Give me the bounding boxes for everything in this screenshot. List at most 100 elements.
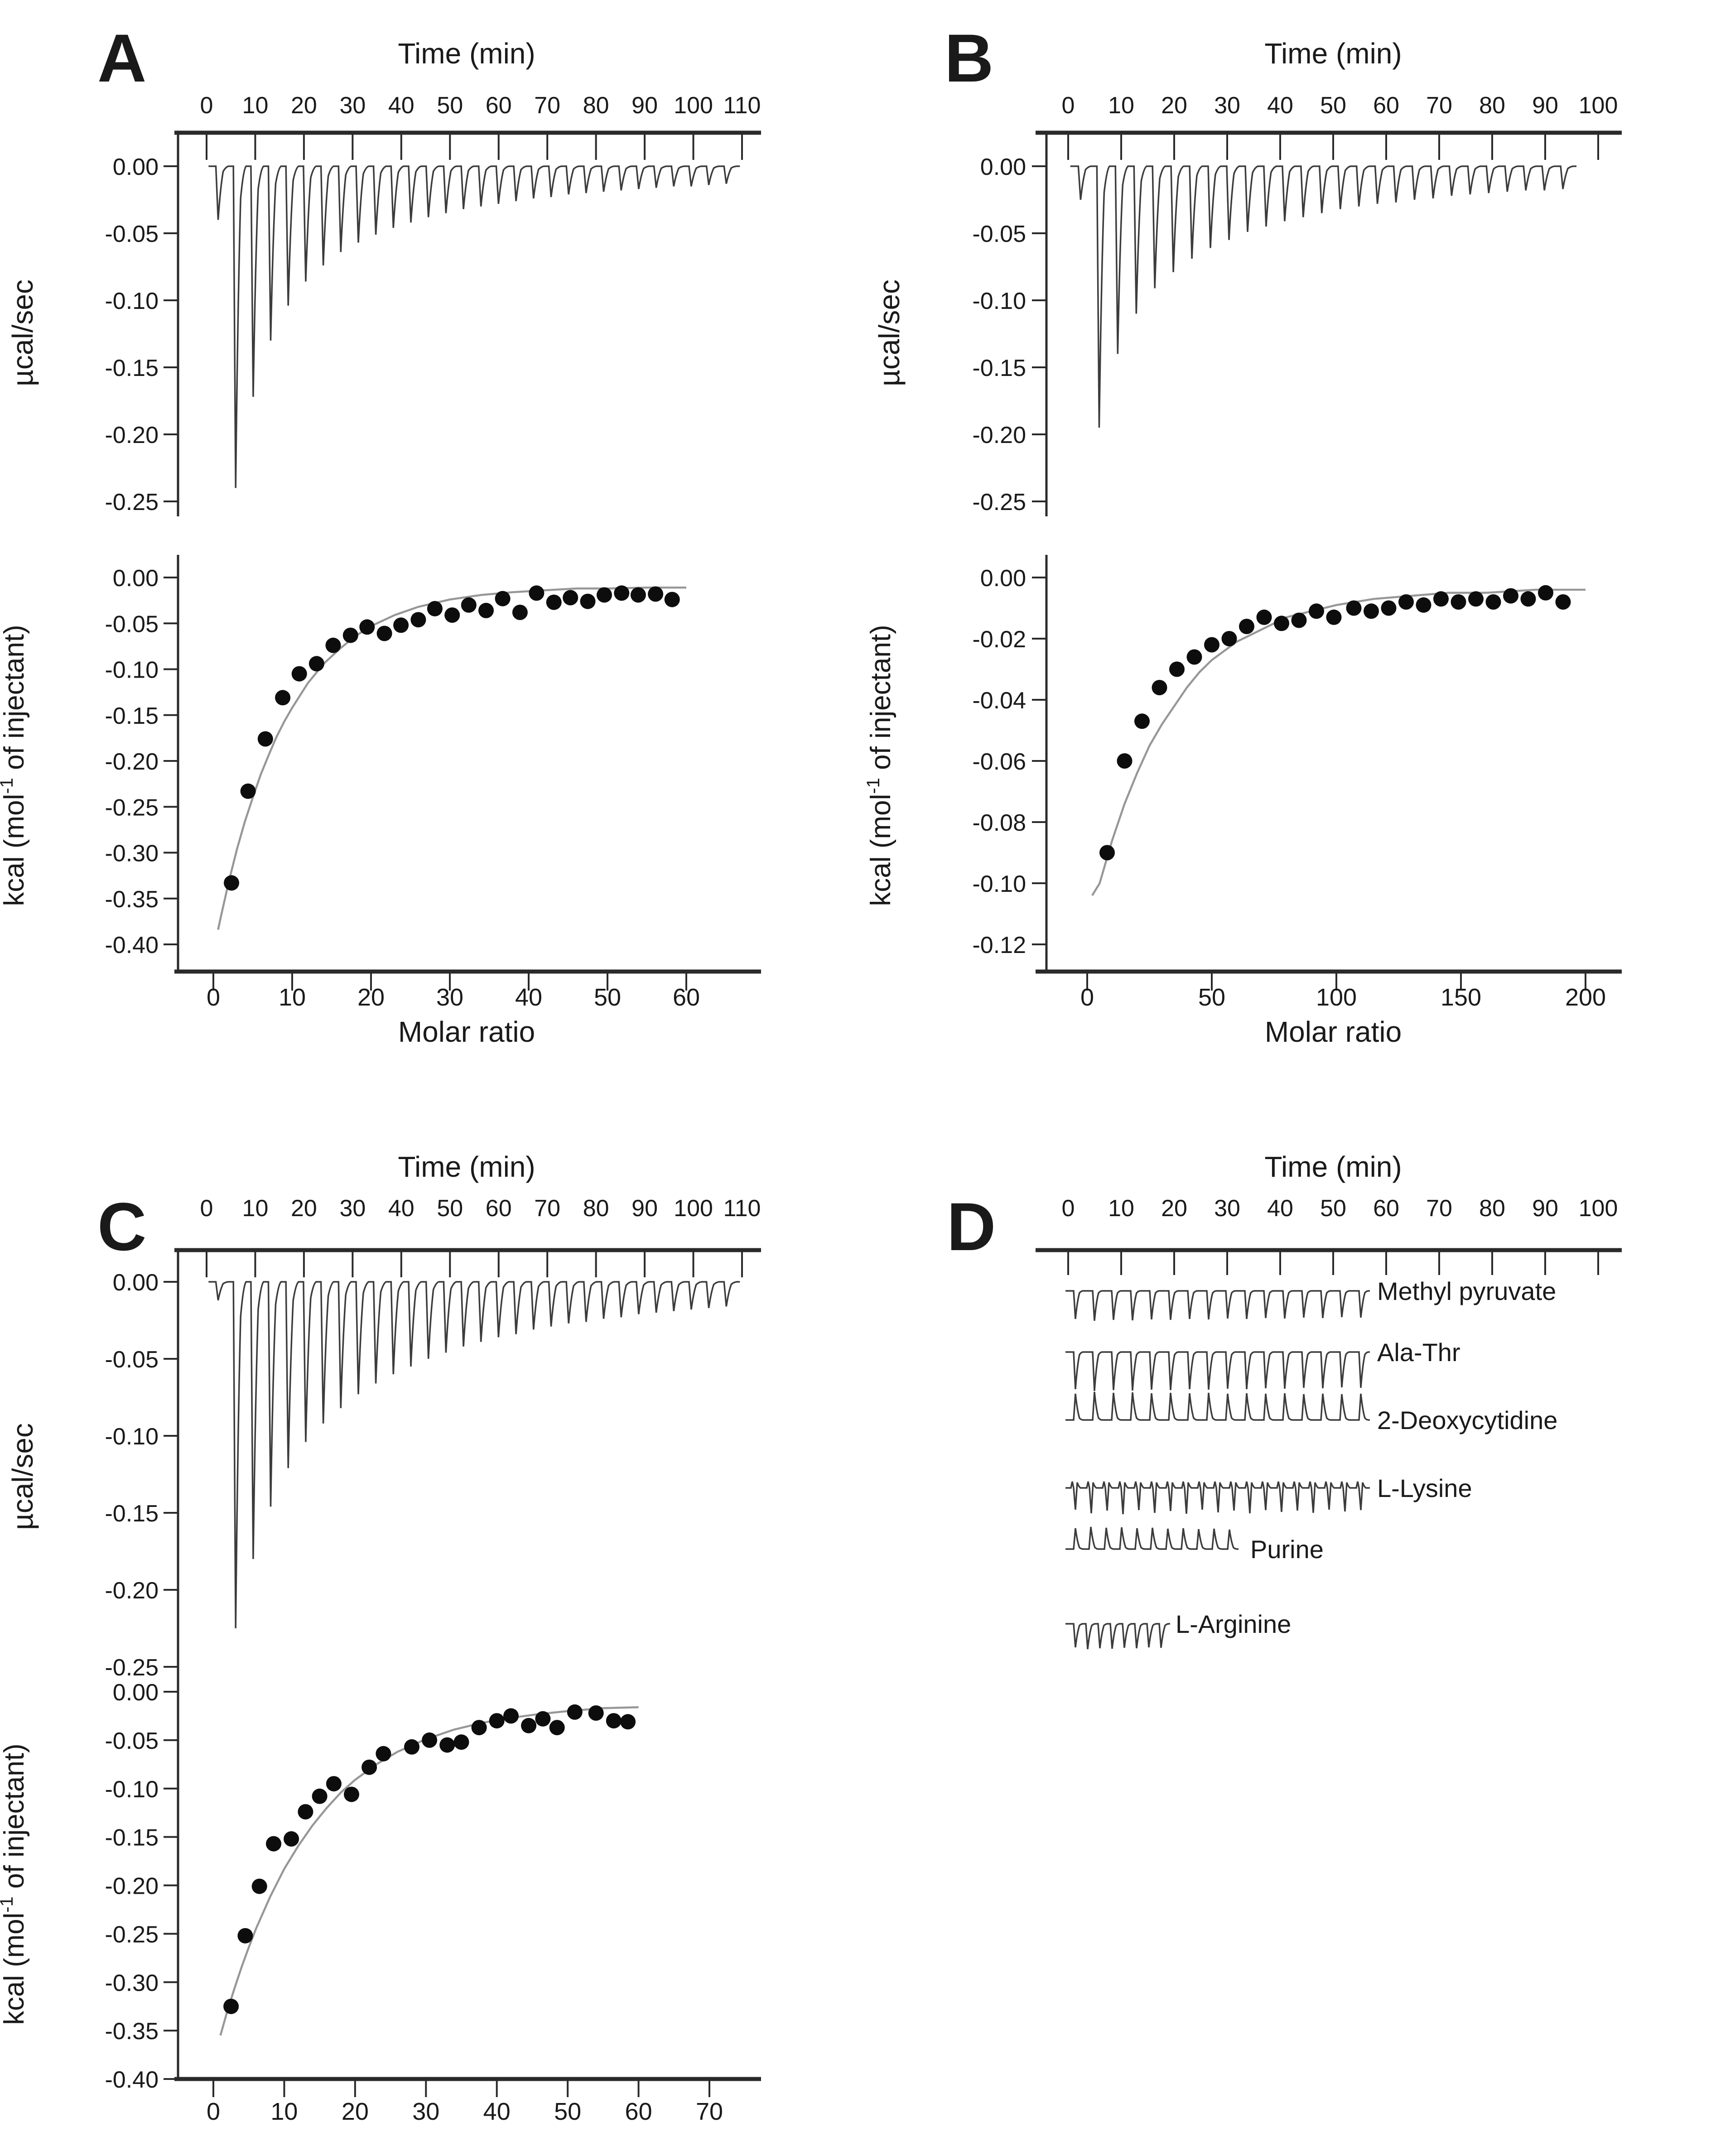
time-axis-tick-label: 20 — [291, 1195, 317, 1222]
time-axis-tick-label: 70 — [1426, 1195, 1452, 1222]
isotherm-x-axis-label: Molar ratio — [1265, 1015, 1402, 1048]
isotherm-data-point — [308, 656, 324, 672]
isotherm-data-point — [266, 1836, 281, 1852]
thermogram-y-tick-label: -0.10 — [105, 1424, 159, 1450]
thermogram-trace — [1070, 165, 1577, 428]
thermogram-trace — [208, 165, 740, 488]
isotherm-data-point — [521, 1718, 537, 1733]
time-axis-tick-label: 90 — [631, 1195, 658, 1222]
isotherm-data-point — [1186, 649, 1202, 665]
thermogram-y-tick-label: -0.10 — [105, 288, 159, 314]
isotherm-data-point — [461, 597, 477, 613]
isotherm-data-point — [325, 637, 341, 653]
screen-trace-ala-thr — [1065, 1351, 1370, 1391]
isotherm-x-tick-label: 0 — [1080, 984, 1094, 1011]
time-axis-title: Time (min) — [398, 37, 535, 70]
time-axis-tick-label: 10 — [242, 1195, 269, 1222]
time-axis-tick-label: 10 — [1108, 92, 1134, 119]
thermogram-y-tick-label: 0.00 — [980, 154, 1026, 180]
isotherm-y-tick-label: -0.30 — [105, 1970, 159, 1996]
time-axis-tick-label: 0 — [1062, 92, 1075, 119]
isotherm-y-axis-label: kcal (mol-1 of injectant) — [0, 1743, 30, 2025]
time-axis-tick-label: 30 — [339, 1195, 366, 1222]
isotherm-data-point — [237, 1928, 253, 1944]
panel-d-thermogram-stack: D Time (min) 0 10 20 30 40 50 60 70 80 90 100 Methyl … — [947, 1150, 1622, 1650]
isotherm-data-point — [503, 1708, 519, 1724]
isotherm-y-tick-label: -0.35 — [105, 886, 159, 913]
isotherm-data-point — [223, 1998, 239, 2014]
isotherm-y-tick-label: -0.40 — [105, 932, 159, 958]
isotherm-data-point — [1152, 680, 1167, 695]
thermogram-y-tick-label: -0.05 — [105, 221, 159, 247]
panel-letter: D — [947, 1189, 996, 1265]
thermogram-y-tick-label: -0.05 — [105, 1347, 159, 1373]
isotherm-data-point — [1134, 713, 1150, 729]
isotherm-data-point — [240, 783, 256, 799]
trace-compound-label: Ala-Thr — [1377, 1338, 1460, 1367]
isotherm-y-tick-label: -0.35 — [105, 2018, 159, 2045]
screen-trace-2-deoxycytidine — [1065, 1391, 1370, 1421]
isotherm-data-point — [1503, 588, 1518, 604]
time-axis-tick-label: 100 — [674, 1195, 713, 1222]
isotherm-data-point — [471, 1720, 487, 1736]
isotherm-y-tick-label: -0.30 — [105, 841, 159, 867]
isotherm-data-point — [1398, 594, 1414, 610]
thermogram-y-axis-label: µcal/sec — [6, 279, 39, 386]
isotherm-y-tick-label: 0.00 — [113, 1680, 159, 1706]
isotherm-x-tick-label: 70 — [696, 2098, 723, 2125]
isotherm-x-tick-label: 10 — [279, 984, 306, 1011]
isotherm-x-tick-label: 40 — [515, 984, 542, 1011]
time-axis-tick-label: 100 — [1579, 92, 1618, 119]
isotherm-y-tick-label: 0.00 — [980, 565, 1026, 592]
isotherm-data-point — [1433, 591, 1449, 607]
isotherm-data-point — [563, 590, 578, 606]
time-axis-tick-label: 30 — [339, 92, 366, 119]
isotherm-data-point — [1274, 616, 1289, 631]
time-axis-tick-label: 80 — [583, 92, 609, 119]
isotherm-data-point — [1309, 603, 1324, 619]
isotherm-data-point — [427, 601, 443, 616]
trace-compound-label: L-Arginine — [1176, 1610, 1291, 1638]
screen-trace-l-lysine — [1065, 1481, 1370, 1515]
isotherm-data-point — [404, 1739, 419, 1755]
isotherm-data-point — [251, 1878, 267, 1894]
isotherm-data-point — [326, 1776, 342, 1792]
thermogram-y-tick-label: -0.10 — [972, 288, 1026, 314]
time-axis-tick-label: 80 — [583, 1195, 609, 1222]
time-axis-tick-label: 30 — [1214, 92, 1240, 119]
isotherm-data-point — [1416, 597, 1431, 613]
time-axis-title: Time (min) — [1264, 1150, 1402, 1183]
isotherm-y-tick-label: -0.04 — [972, 688, 1026, 714]
time-axis-tick-label: 60 — [486, 92, 512, 119]
isotherm-data-point — [478, 602, 494, 618]
isotherm-data-point — [546, 594, 562, 610]
isotherm-data-point — [1204, 637, 1219, 653]
trace-compound-label: Purine — [1250, 1535, 1324, 1564]
time-axis-tick-label: 70 — [1426, 92, 1452, 119]
thermogram-y-tick-label: -0.15 — [105, 355, 159, 381]
panel-letter: B — [945, 20, 993, 96]
isotherm-y-tick-label: -0.05 — [105, 1728, 159, 1754]
time-axis-tick-label: 50 — [437, 1195, 463, 1222]
time-axis-tick-label: 20 — [1161, 92, 1187, 119]
isotherm-y-tick-label: -0.20 — [105, 749, 159, 775]
panel-letter: A — [97, 20, 146, 96]
thermogram-y-tick-label: -0.25 — [105, 1655, 159, 1681]
trace-compound-label: L-Lysine — [1377, 1474, 1472, 1502]
isotherm-data-point — [588, 1705, 604, 1721]
isotherm-data-point — [1346, 600, 1362, 616]
screen-trace-l-arginine — [1065, 1623, 1170, 1650]
time-axis-title: Time (min) — [1264, 37, 1402, 70]
isotherm-x-tick-label: 100 — [1316, 984, 1357, 1011]
isotherm-data-point — [1520, 591, 1536, 607]
isotherm-x-tick-label: 30 — [412, 2098, 439, 2125]
isotherm-data-point — [489, 1713, 505, 1729]
screen-trace-purine — [1065, 1526, 1239, 1550]
isotherm-data-point — [567, 1704, 583, 1720]
thermogram-y-tick-label: -0.20 — [105, 1578, 159, 1604]
isotherm-fit-curve — [219, 1706, 639, 2036]
isotherm-data-point — [512, 605, 528, 620]
isotherm-x-tick-label: 10 — [270, 2098, 298, 2125]
